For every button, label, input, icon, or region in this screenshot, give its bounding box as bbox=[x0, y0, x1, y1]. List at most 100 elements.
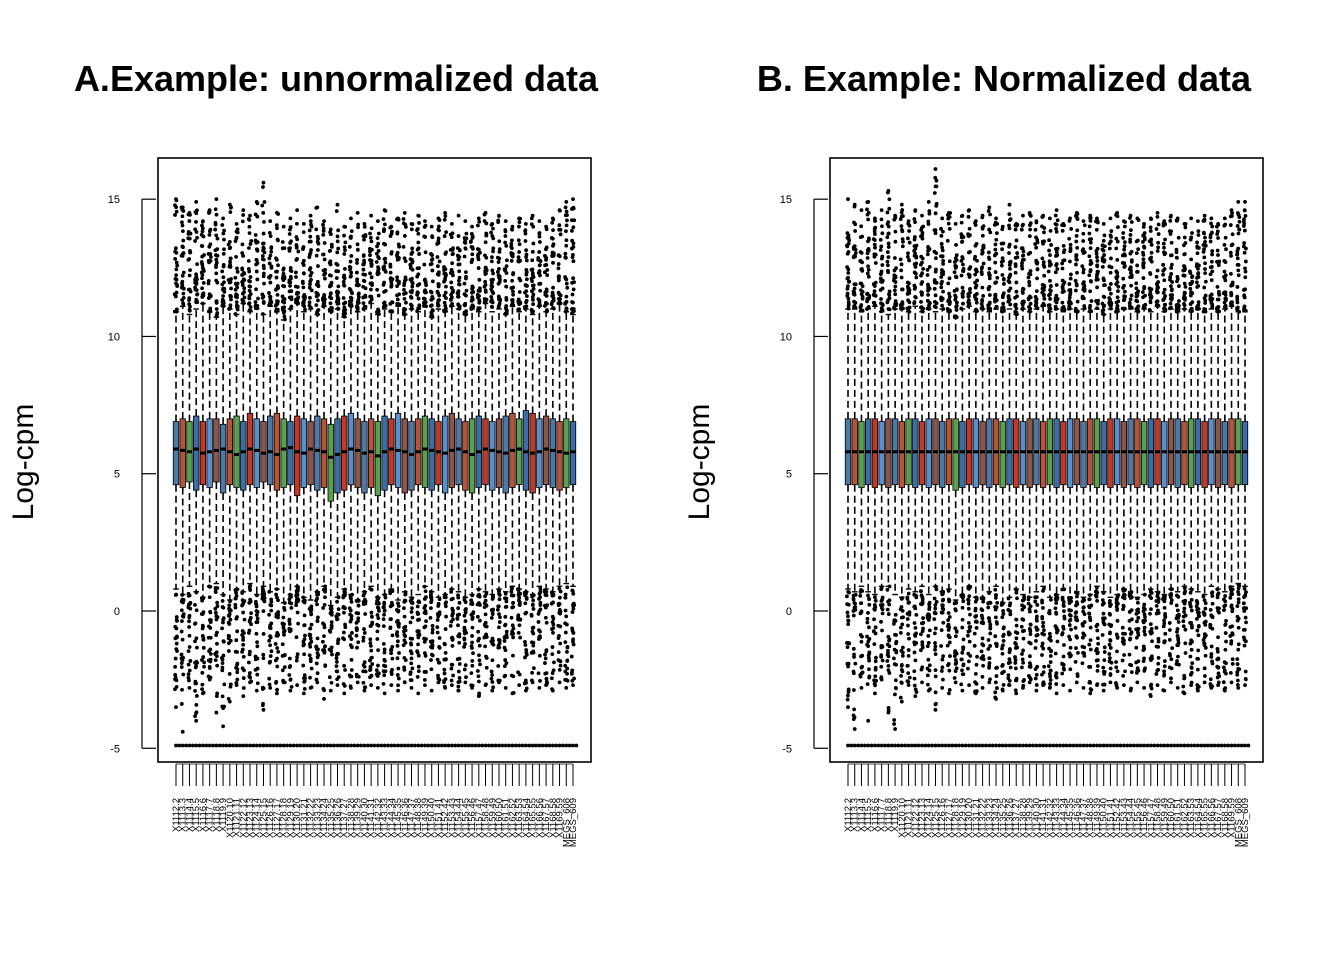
outlier-points bbox=[891, 213, 901, 748]
x-tick-label: X1143.33 bbox=[1052, 798, 1063, 838]
outlier-points bbox=[858, 208, 867, 748]
outlier-points bbox=[1147, 216, 1157, 748]
box-sample-38 bbox=[1093, 216, 1103, 748]
outlier-points bbox=[945, 211, 955, 748]
outlier-points bbox=[280, 224, 289, 748]
y-tick-label: -5 bbox=[110, 743, 120, 755]
x-tick-label: X1120.10 bbox=[225, 798, 236, 838]
outlier-points bbox=[354, 211, 363, 748]
x-tick-label: X1156.46 bbox=[1139, 798, 1150, 838]
box-iqr bbox=[549, 418, 556, 488]
x-tick-label: X1155.45 bbox=[460, 798, 471, 838]
box-sample-54 bbox=[529, 213, 538, 748]
box-iqr bbox=[1201, 421, 1208, 488]
y-tick-label: 15 bbox=[780, 194, 792, 206]
box-sample-36 bbox=[1080, 219, 1089, 748]
outlier-points bbox=[1235, 200, 1244, 748]
outlier-points bbox=[293, 208, 303, 748]
box-sample-44 bbox=[1134, 216, 1143, 748]
box-sample-59 bbox=[1235, 200, 1244, 748]
x-tick-label: MEGS_608 bbox=[1233, 798, 1244, 847]
x-tick-label: X1125.15 bbox=[258, 798, 269, 838]
x-tick-label: X1157.47 bbox=[1146, 798, 1157, 838]
box-iqr bbox=[952, 418, 959, 491]
x-tick-label: X1160.50 bbox=[1166, 798, 1177, 838]
box-iqr bbox=[482, 418, 489, 486]
box-sample-48 bbox=[1161, 219, 1170, 748]
box-iqr bbox=[172, 421, 180, 486]
x-tick-label: X1112.2 bbox=[171, 798, 182, 832]
box-sample-36 bbox=[408, 221, 417, 748]
outlier-points bbox=[569, 197, 579, 748]
outlier-points bbox=[529, 213, 538, 748]
outlier-points bbox=[865, 200, 874, 748]
box-sample-18 bbox=[959, 213, 968, 748]
x-tick-label: X1162.52 bbox=[507, 798, 518, 838]
box-iqr bbox=[999, 421, 1006, 488]
outlier-points bbox=[374, 219, 384, 748]
x-tick-label: X1114.4 bbox=[856, 798, 867, 832]
box-iqr bbox=[898, 421, 905, 488]
box-sample-4 bbox=[865, 200, 874, 748]
outlier-points bbox=[1120, 219, 1130, 748]
box-sample-32 bbox=[1053, 208, 1062, 748]
box-sample-17 bbox=[280, 224, 289, 748]
x-tick-label: X1165.55 bbox=[1200, 798, 1211, 838]
x-tick-label: X1138.28 bbox=[346, 798, 357, 838]
box-sample-55 bbox=[1208, 216, 1217, 748]
box-sample-25 bbox=[1006, 202, 1015, 748]
outlier-points bbox=[193, 200, 202, 748]
box-iqr bbox=[219, 423, 227, 494]
box-sample-51 bbox=[509, 224, 518, 748]
box-iqr bbox=[327, 423, 334, 502]
box-sample-55 bbox=[536, 219, 545, 748]
box-sample-31 bbox=[374, 219, 384, 748]
box-sample-23 bbox=[320, 219, 330, 748]
box-sample-35 bbox=[401, 211, 411, 748]
box-sample-28 bbox=[1026, 211, 1035, 748]
box-sample-38 bbox=[421, 219, 431, 748]
x-tick-label: X1123.13 bbox=[245, 798, 256, 838]
boxplot-a: -5051015X1112.2X1113.3X1114.4X1115.5X111… bbox=[108, 157, 592, 847]
x-tick-label: X1151.41 bbox=[433, 798, 444, 838]
x-tick-label: X1117.7 bbox=[205, 798, 216, 832]
x-tick-label: X1166.56 bbox=[534, 798, 545, 838]
outlier-points bbox=[979, 213, 988, 748]
outlier-points bbox=[925, 200, 935, 748]
x-tick-label: X1153.43 bbox=[447, 798, 458, 838]
outlier-points bbox=[273, 211, 283, 748]
box-sample-11 bbox=[912, 208, 921, 748]
box-sample-49 bbox=[495, 213, 505, 748]
outlier-points bbox=[885, 189, 894, 748]
box-sample-22 bbox=[314, 205, 323, 748]
box-iqr bbox=[287, 421, 294, 486]
x-tick-label: X1144.34 bbox=[386, 798, 397, 838]
x-tick-label: X1162.52 bbox=[1179, 798, 1190, 838]
x-tick-label: X1145.35 bbox=[1065, 798, 1076, 838]
box-sample-33 bbox=[1060, 221, 1069, 748]
x-tick-label: X1127.17 bbox=[944, 798, 955, 838]
x-tick-label: X1163.53 bbox=[514, 798, 525, 838]
outlier-points bbox=[1006, 202, 1015, 748]
x-tick-label: X1161.51 bbox=[1173, 798, 1184, 838]
box-sample-46 bbox=[475, 216, 485, 748]
x-tick-label: X1121.11 bbox=[232, 798, 243, 837]
x-tick-label: X1133.23 bbox=[312, 798, 323, 838]
x-tick-label: X1141.31 bbox=[1038, 798, 1049, 838]
box-sample-46 bbox=[1147, 216, 1157, 748]
box-iqr bbox=[307, 421, 314, 486]
box-sample-57 bbox=[1221, 216, 1231, 748]
box-sample-26 bbox=[1013, 221, 1022, 748]
box-sample-60 bbox=[1241, 200, 1251, 748]
box-sample-2 bbox=[179, 205, 188, 748]
x-tick-label: X1145.35 bbox=[393, 798, 404, 838]
outlier-points bbox=[267, 219, 276, 748]
box-iqr bbox=[516, 418, 523, 486]
x-tick-label: X1121.11 bbox=[904, 798, 915, 837]
x-tick-label: X1166.56 bbox=[1206, 798, 1217, 838]
box-sample-56 bbox=[542, 224, 552, 748]
box-sample-39 bbox=[1100, 221, 1109, 748]
box-sample-9 bbox=[226, 202, 236, 748]
x-tick-label: MEGS_609 bbox=[568, 798, 579, 847]
box-sample-57 bbox=[549, 216, 559, 748]
